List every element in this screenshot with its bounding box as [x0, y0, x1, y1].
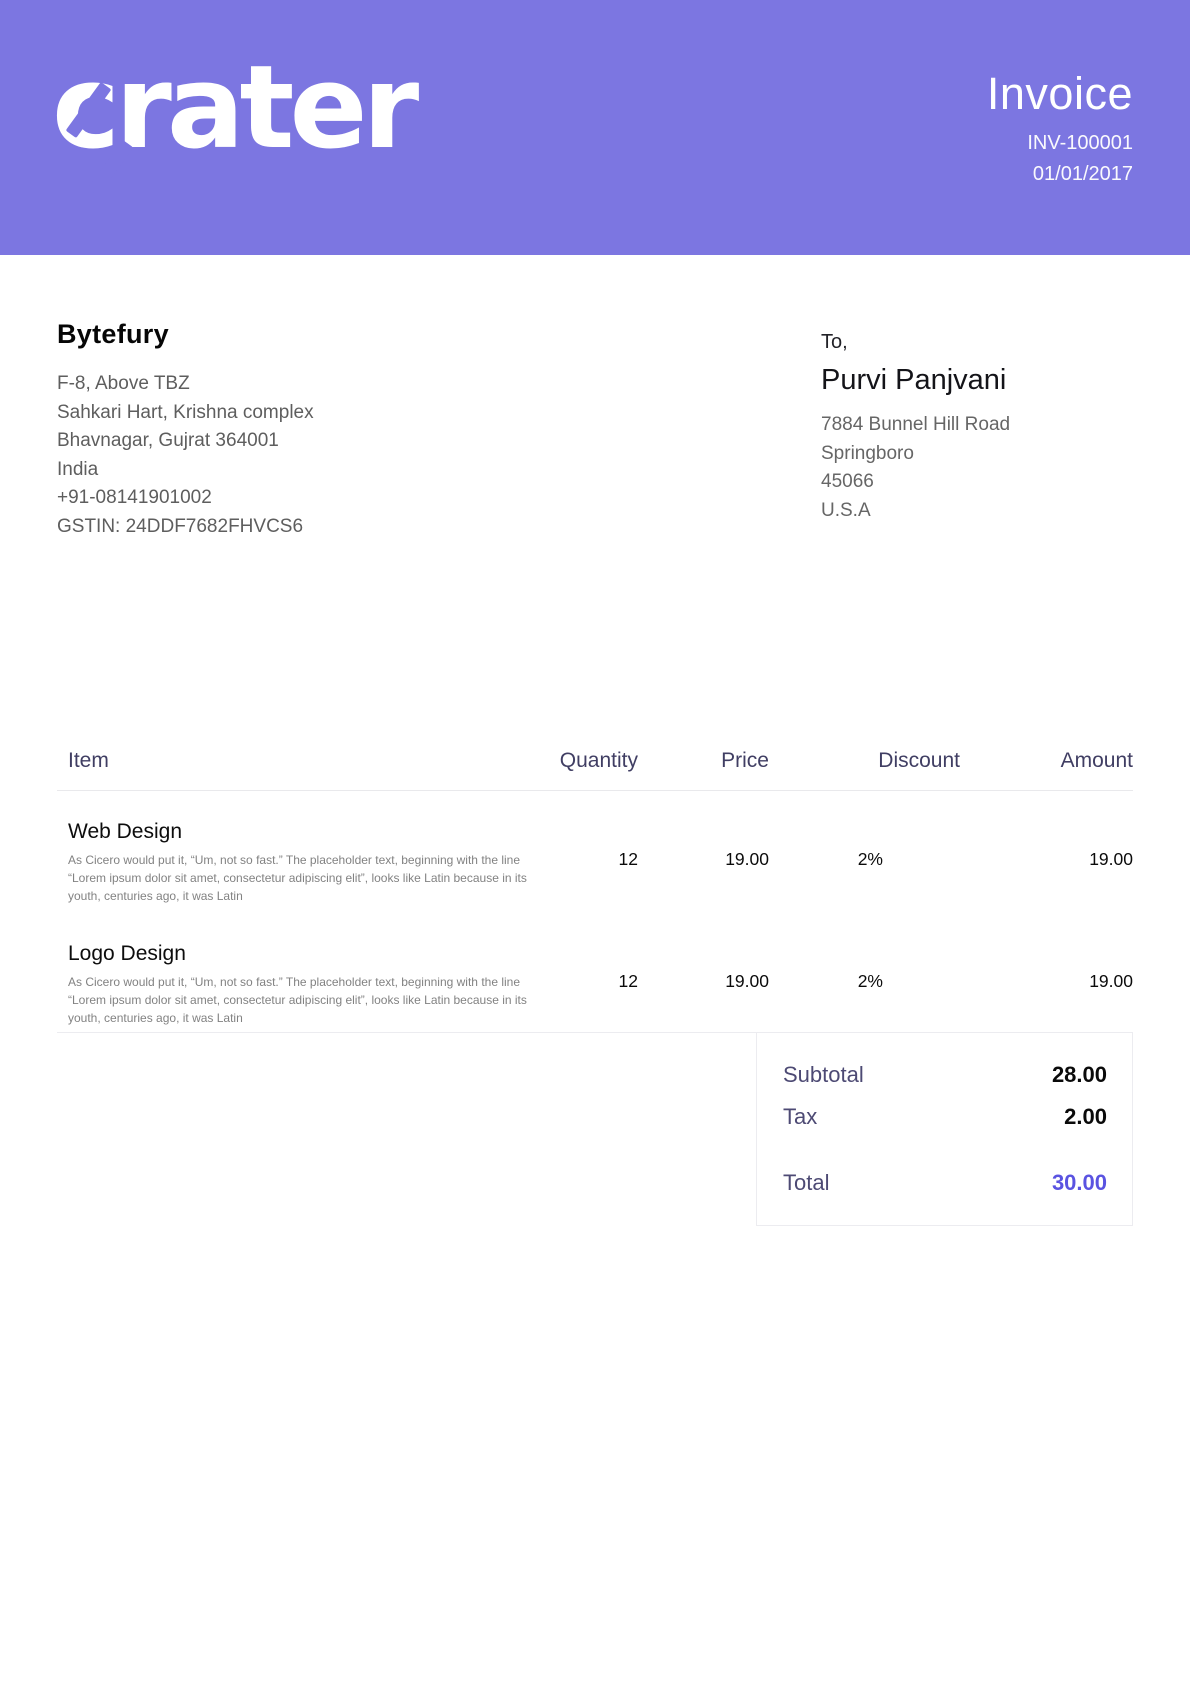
- item-name: Web Design: [68, 820, 183, 843]
- crater-logo: crater: [52, 34, 470, 197]
- logo-cut-decoration: [423, 95, 470, 153]
- table-bottom-divider: [57, 1032, 1133, 1033]
- seller-address: F-8, Above TBZ Sahkari Hart, Krishna com…: [57, 370, 314, 541]
- seller-name: Bytefury: [57, 319, 169, 349]
- buyer-block: To, Purvi Panjvani 7884 Bunnel Hill Road…: [821, 319, 1133, 541]
- to-label: To,: [821, 331, 848, 353]
- item-discount: 2%: [857, 971, 883, 991]
- tax-label: Tax: [783, 1104, 818, 1129]
- column-header-discount: Discount: [878, 749, 960, 772]
- total-row: Total 30.00: [783, 1168, 1107, 1198]
- invoice-title: Invoice: [986, 68, 1133, 119]
- invoice-header-band: crater Invoice INV-100001 01/01/2017: [0, 0, 1190, 255]
- subtotal-row: Subtotal 28.00: [783, 1060, 1107, 1090]
- item-quantity: 12: [618, 971, 638, 991]
- total-label: Total: [783, 1170, 830, 1195]
- item-amount: 19.00: [1089, 971, 1133, 991]
- buyer-address-line: 45066: [821, 471, 874, 492]
- column-header-amount: Amount: [1060, 749, 1133, 772]
- seller-address-line: Bhavnagar, Gujrat 364001: [57, 430, 279, 451]
- item-cell: Web Design As Cicero would put it, “Um, …: [57, 819, 538, 905]
- column-header-item: Item: [68, 749, 109, 772]
- seller-phone: +91-08141901002: [57, 487, 212, 508]
- seller-address-line: F-8, Above TBZ: [57, 373, 190, 394]
- item-price: 19.00: [725, 849, 769, 869]
- item-description: As Cicero would put it, “Um, not so fast…: [68, 975, 527, 1025]
- buyer-address-line: Springboro: [821, 442, 914, 464]
- invoice-number: INV-100001: [1027, 132, 1133, 154]
- totals-box: Subtotal 28.00 Tax 2.00 Total 30.00: [756, 1032, 1133, 1226]
- seller-address-line: Sahkari Hart, Krishna complex: [57, 401, 314, 423]
- invoice-document: crater Invoice INV-100001 01/01/2017 Byt…: [0, 0, 1190, 1226]
- subtotal-label: Subtotal: [783, 1062, 864, 1087]
- subtotal-value: 28.00: [1051, 1062, 1107, 1087]
- seller-gstin: GSTIN: 24DDF7682FHVCS6: [57, 515, 304, 537]
- buyer-name: Purvi Panjvani: [821, 364, 1007, 396]
- total-value: 30.00: [1051, 1170, 1107, 1195]
- buyer-address: 7884 Bunnel Hill Road Springboro 45066 U…: [821, 411, 1133, 525]
- item-discount: 2%: [857, 849, 883, 869]
- item-description: As Cicero would put it, “Um, not so fast…: [68, 853, 527, 903]
- column-header-price: Price: [721, 749, 769, 772]
- item-quantity: 12: [618, 849, 638, 869]
- invoice-date: 01/01/2017: [1032, 163, 1133, 185]
- seller-address-line: India: [57, 458, 99, 480]
- item-price: 19.00: [725, 971, 769, 991]
- buyer-address-line: U.S.A: [821, 499, 871, 521]
- tax-row: Tax 2.00: [783, 1102, 1107, 1132]
- table-row: Web Design As Cicero would put it, “Um, …: [57, 819, 1133, 905]
- column-header-quantity: Quantity: [559, 749, 638, 772]
- item-cell: Logo Design As Cicero would put it, “Um,…: [57, 941, 538, 1027]
- buyer-address-line: 7884 Bunnel Hill Road: [821, 414, 1011, 435]
- items-table: Item Quantity Price Discount Amount Web …: [57, 541, 1133, 1027]
- table-row: Logo Design As Cicero would put it, “Um,…: [57, 941, 1133, 1027]
- items-table-header: Item Quantity Price Discount Amount: [57, 749, 1133, 791]
- item-name: Logo Design: [68, 942, 186, 965]
- parties-section: Bytefury F-8, Above TBZ Sahkari Hart, Kr…: [57, 319, 1133, 541]
- seller-block: Bytefury F-8, Above TBZ Sahkari Hart, Kr…: [57, 319, 314, 541]
- tax-value: 2.00: [1064, 1104, 1107, 1129]
- item-amount: 19.00: [1089, 849, 1133, 869]
- crater-logo-text: crater: [52, 41, 419, 175]
- invoice-meta: Invoice INV-100001 01/01/2017: [987, 68, 1133, 186]
